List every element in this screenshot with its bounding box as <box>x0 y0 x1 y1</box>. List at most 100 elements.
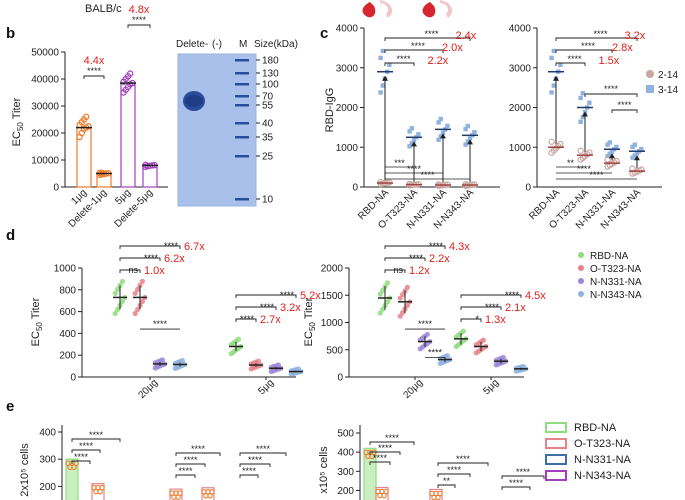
legend-c-dot-2-14 <box>646 70 654 78</box>
chart-e-left-bracket <box>175 452 221 456</box>
chart-e-right-bracket <box>501 486 531 490</box>
chart-d-right-stars: **** <box>485 302 500 312</box>
chart-c-right-point-3-14 <box>607 140 612 145</box>
gel-ladder-band <box>235 198 249 201</box>
chart-d-right-bracket <box>460 294 522 298</box>
gel-marker-label: 100 <box>262 80 279 91</box>
chart-d-left-point <box>255 358 261 364</box>
gel-ladder-band <box>235 104 249 107</box>
chart-d-left-fold: 6.7x <box>184 241 205 253</box>
chart-e-right-stars: **** <box>509 478 524 488</box>
chart-d-left-point <box>135 306 141 313</box>
gel-ladder-band <box>235 72 249 75</box>
chart-c-right-stars-low: **** <box>589 170 604 180</box>
chart-d-left-ytick-label: 600 <box>59 307 76 318</box>
legend-d-swatch <box>578 278 584 284</box>
chart-d-left-ylabel: EC50 Titer <box>30 297 44 346</box>
chart-d-right-fold: 4.5x <box>525 290 546 302</box>
chart-e-left-stars: **** <box>191 444 206 454</box>
chart-c-left-ytick-label: 4000 <box>336 24 359 35</box>
chart-c-left-point-3-14 <box>463 142 468 147</box>
chart-c-left-arrowhead <box>467 139 473 145</box>
chart-d-left-xtick-label: 5μg <box>256 377 276 397</box>
chart-d-right-xtick-label: 5μg <box>481 377 501 397</box>
chart-b-fold: 4.8x <box>129 4 150 16</box>
chart-c-left-point-3-14 <box>438 134 443 139</box>
gel-ladder-band <box>235 83 249 86</box>
chart-d-left-ytick-label: 200 <box>59 351 76 362</box>
chart-e-left-stars: **** <box>248 455 263 465</box>
chart-c-left-arrowhead <box>411 141 417 147</box>
chart-c-left-stars: **** <box>424 29 439 39</box>
chart-b-fold: 4.4x <box>84 55 105 67</box>
chart-d-right-fold: 4.3x <box>449 241 470 253</box>
chart-e-left-stars: **** <box>178 466 193 476</box>
chart-d-right-bracket <box>460 318 482 322</box>
chart-b-point <box>85 123 92 130</box>
chart-e-left-stars: **** <box>74 452 89 462</box>
chart-d-left-point <box>159 357 165 363</box>
chart-d-right-point <box>424 331 430 337</box>
chart-c-left-point-2-14 <box>406 180 413 188</box>
chart-e-left-bracket <box>175 474 196 478</box>
chart-c-left-bracket <box>384 37 471 41</box>
chart-c-right-ytick-label: 3000 <box>509 63 532 74</box>
chart-c-left-point-3-14 <box>440 130 446 136</box>
chart-d-right-fold: 2.1x <box>505 302 526 314</box>
chart-e-left-stars: **** <box>89 430 104 440</box>
chart-d-left: 0 200 400 600 800 1000 EC50 Titer 20μg 5μg ****… <box>30 241 321 401</box>
chart-b-point <box>82 113 90 121</box>
chart-c-left-point-3-14 <box>467 136 473 141</box>
chart-d-right-fold: 1.2x <box>409 265 430 277</box>
chart-c-right-point-2-14 <box>548 138 555 145</box>
chart-d-left-point <box>139 278 145 284</box>
chart-c-left-point-3-14 <box>380 48 385 54</box>
chart-c-left-fold: 2.0x <box>442 42 463 54</box>
chart-b-ytick-label: 0 <box>53 183 59 194</box>
chart-d-right-stars: ns <box>393 265 403 275</box>
legend-c-label-3-14: 3-14 <box>658 85 678 96</box>
chart-e-left-bar <box>201 487 215 500</box>
chart-d-left-point <box>115 286 121 292</box>
chart-c-left-point-3-14 <box>407 144 412 149</box>
chart-c-left-point-3-14 <box>438 116 443 122</box>
panel-label-c: c <box>320 25 328 42</box>
chart-d-left-fold: 5.2x <box>300 290 321 302</box>
chart-c-right-stars-mid: **** <box>617 100 632 110</box>
chart-e-right-point <box>437 490 443 497</box>
chart-d-left-bracket <box>119 245 181 249</box>
chart-d-right-fold: 2.2x <box>429 253 450 265</box>
chart-e-left-bracket <box>239 452 287 456</box>
chart-e-right-stars: **** <box>516 467 531 477</box>
chart-d-right-point <box>520 363 527 370</box>
gel-lane-marker: M <box>239 39 247 50</box>
chart-d-left-bracket <box>235 306 277 310</box>
chart-b-point <box>98 169 106 176</box>
chart-b-ytick-label: 50000 <box>31 48 59 59</box>
chart-c-left-point-3-14 <box>465 139 470 144</box>
chart-d-right-ytick-label: 1000 <box>321 318 344 329</box>
legend-e-label: N-N343-NA <box>574 470 632 482</box>
chart-b-ytick-label: 10000 <box>31 156 59 167</box>
chart-d-left-bracket <box>235 318 257 322</box>
gel-ladder-band <box>235 122 249 125</box>
chart-d-right-bracket <box>460 306 502 310</box>
chart-e-right-ytick-label: 300 <box>337 467 354 478</box>
chart-c-left-point-2-14 <box>377 178 384 186</box>
chart-d-left-ytick-label: 800 <box>59 285 76 296</box>
chart-d-right-point <box>384 299 390 305</box>
gel-size-unit: Size(kDa) <box>254 39 298 50</box>
chart-c-right-point-3-14 <box>605 153 610 159</box>
chart-d-left-stars: **** <box>164 241 179 251</box>
chart-e-right-bracket <box>437 462 489 466</box>
chart-c-left-point-3-14 <box>436 137 441 142</box>
legend-e-label: N-N331-NA <box>574 454 632 466</box>
legend-c-label-2-14: 2-14 <box>658 70 678 81</box>
chart-c-right-point-3-14 <box>605 142 610 147</box>
chart-e-left-stars: **** <box>242 466 257 476</box>
chart-e-right-ylabel: x10⁵ cells <box>318 446 330 494</box>
chart-d-left-bracket <box>235 294 297 298</box>
chart-e-right-bracket <box>437 484 456 488</box>
chart-e-left-bracket <box>239 474 259 478</box>
